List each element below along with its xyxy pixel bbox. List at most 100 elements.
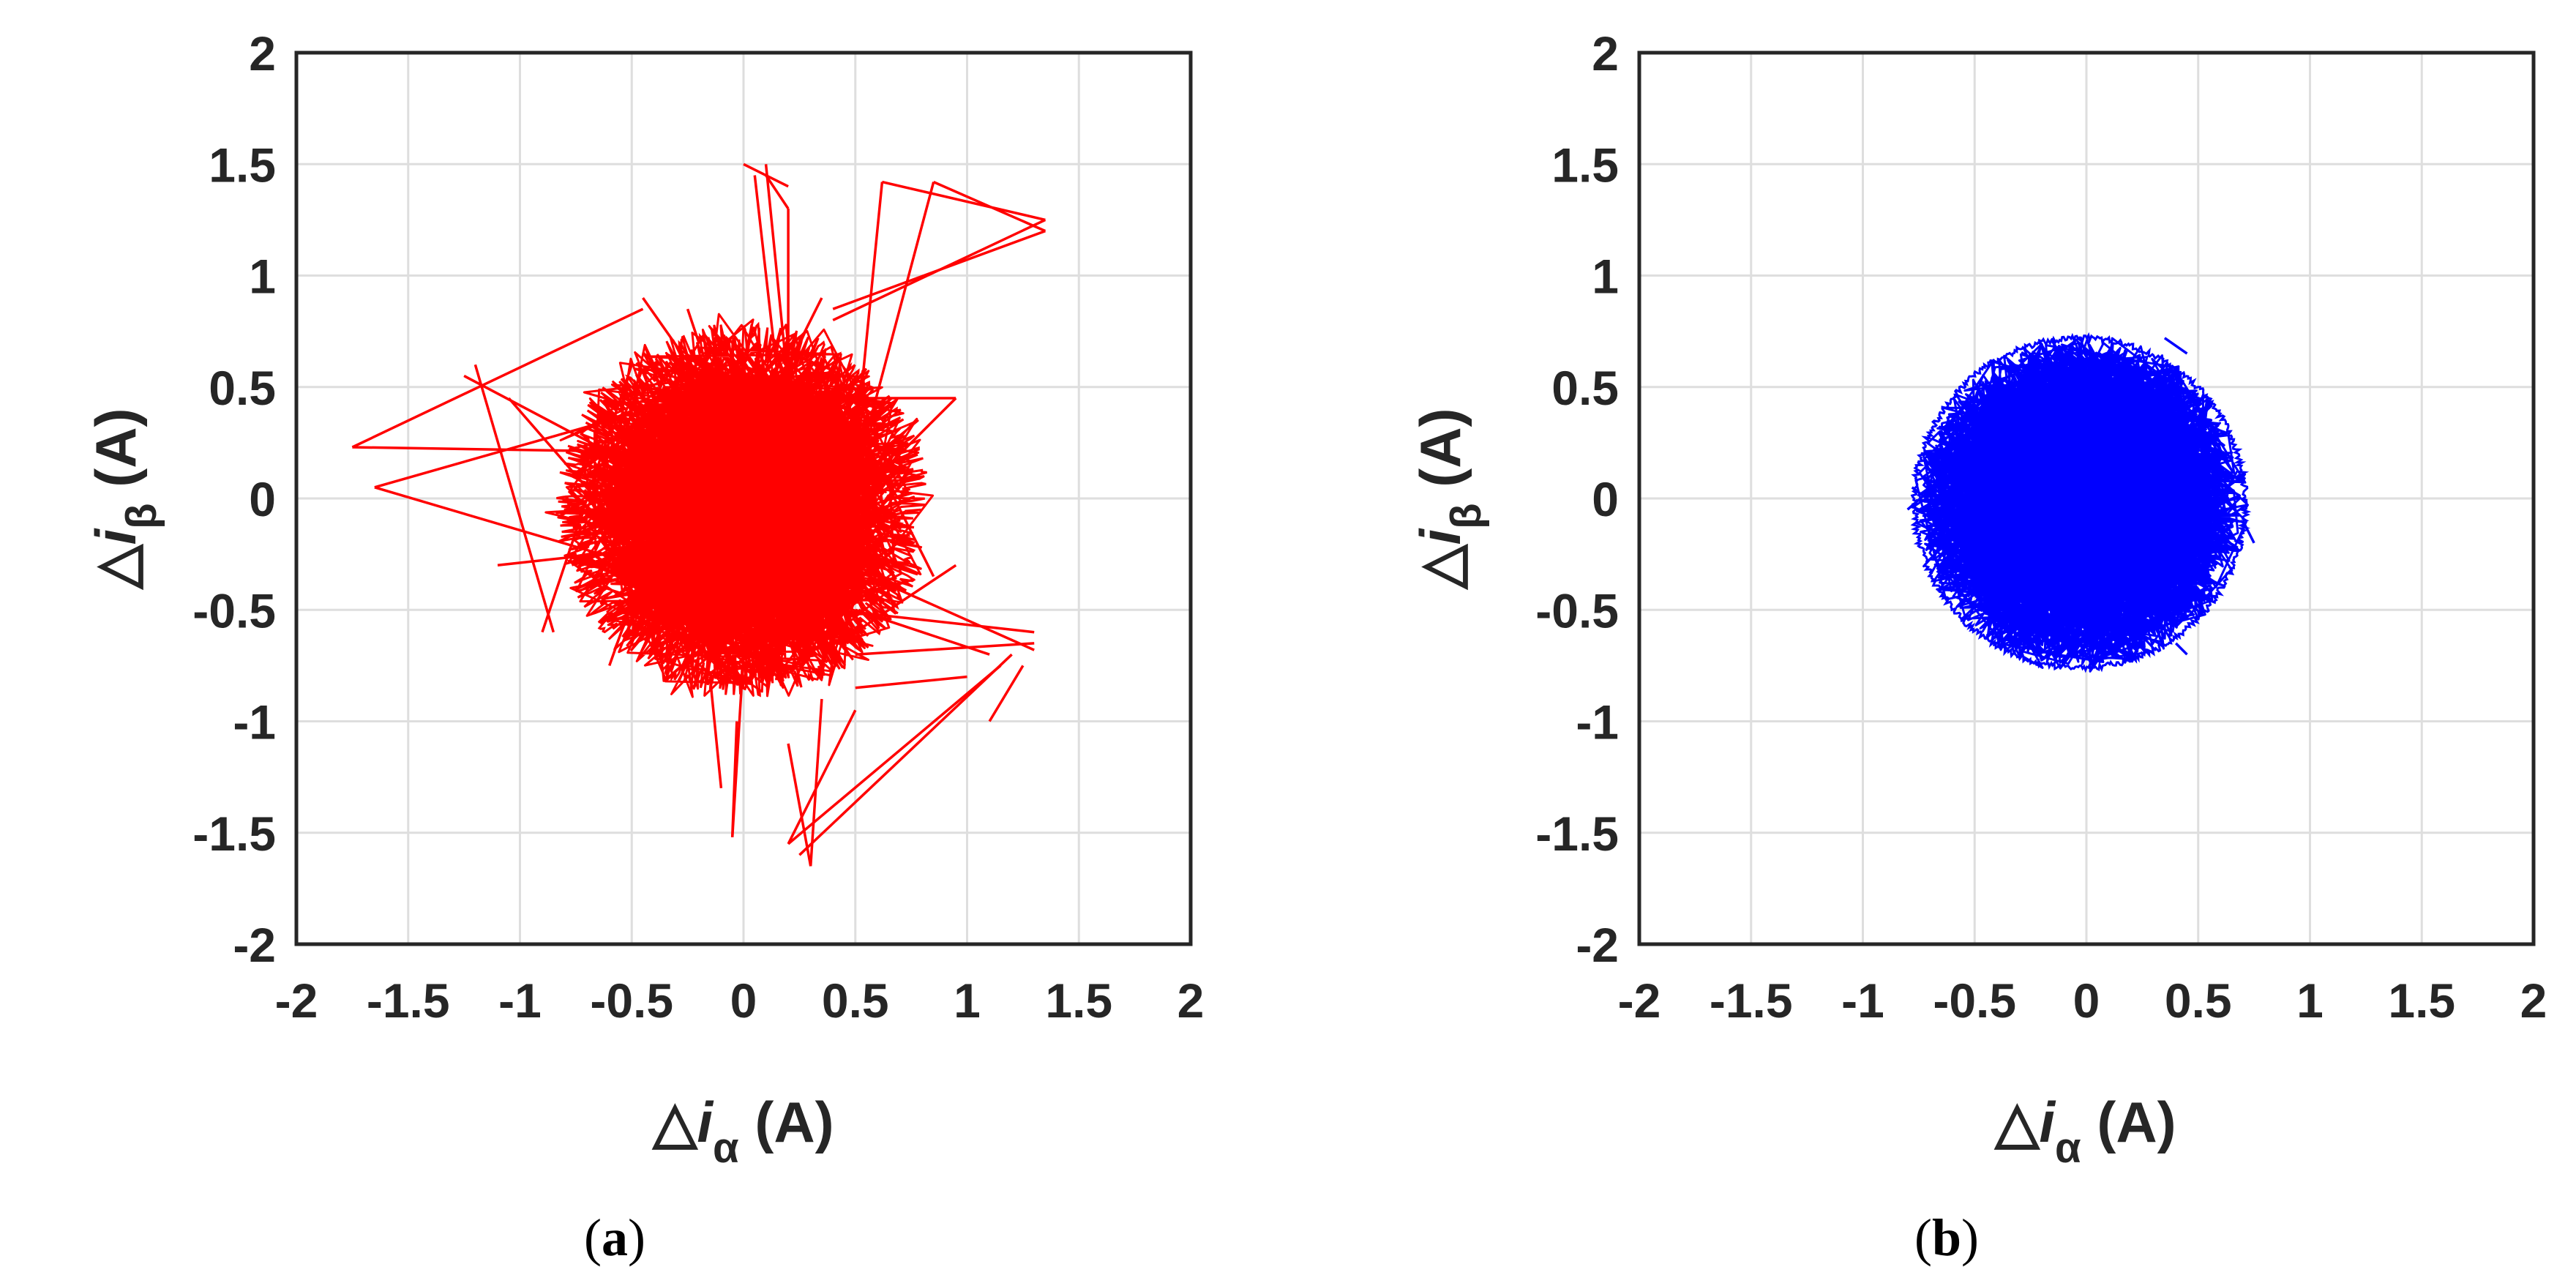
x-tick-label: 2 — [1177, 973, 1205, 1028]
panel-caption: (b) — [1914, 1208, 1979, 1267]
x-tick-label: 1.5 — [2388, 973, 2455, 1028]
x-tick-label: 0.5 — [822, 973, 889, 1028]
trajectory-segment-17 — [832, 229, 1046, 310]
trajectory-segment-1 — [351, 307, 644, 449]
chart-panel-a: -2 -1.5 -1 -0.5 0 0.5 1 1.5 2 2 1.5 1 0.5 0 -0.5 -1 -1.… — [83, 26, 1204, 1267]
x-tick-label: -2 — [1618, 973, 1661, 1028]
y-tick-label: -1 — [1576, 695, 1619, 749]
trajectory-segment-9 — [642, 296, 722, 411]
x-tick-label: 1.5 — [1045, 973, 1112, 1028]
plot-frame — [294, 51, 1193, 946]
x-axis-label-symbol: △ — [651, 1090, 698, 1154]
x-axis-label-symbol: △ — [1993, 1090, 2040, 1154]
y-tick-label: 2 — [1592, 26, 1619, 81]
trajectory-segment-8 — [497, 542, 700, 567]
trajectory-segment-3 — [2242, 520, 2255, 544]
y-axis-label-unit: (A) — [1408, 408, 1472, 487]
x-axis-label: △iα (A) — [651, 1090, 834, 1172]
trajectory-segment-0 — [1911, 486, 1942, 511]
x-tick-label: 1 — [954, 973, 981, 1028]
trajectory-core — [1912, 336, 2249, 673]
y-axis-label-symbol: △ — [83, 544, 148, 591]
x-tick-label: -0.5 — [590, 973, 673, 1028]
x-tick-label: 0.5 — [2165, 973, 2232, 1028]
trajectory-segment-14 — [764, 164, 790, 387]
y-tick-label: 0.5 — [209, 361, 276, 415]
x-tick-label: 1 — [2296, 973, 2324, 1028]
trajectory-segment-29 — [854, 564, 957, 634]
y-tick-label: -1.5 — [192, 807, 276, 861]
panel-caption-letter: a — [602, 1208, 628, 1267]
y-tick-label: -1 — [233, 695, 276, 749]
y-axis-label-unit: (A) — [83, 408, 148, 487]
trajectory-segment-3 — [374, 486, 677, 578]
y-tick-labels: 2 1.5 1 0.5 0 -0.5 -1 -1.5 -2 — [192, 26, 276, 972]
trajectory-segment-26 — [843, 564, 1035, 651]
x-axis-label-unit: (A) — [755, 1090, 834, 1154]
trajectory-segment-40 — [686, 308, 700, 343]
trajectory-segment-19 — [842, 182, 884, 566]
trajectory-segment-12 — [753, 175, 785, 432]
data-traces — [1906, 332, 2255, 673]
trajectory-segment-32 — [787, 665, 1002, 845]
trajectory-segment-10 — [608, 475, 678, 666]
trajectory-segment-18 — [882, 180, 1046, 222]
panel-caption: (a) — [584, 1208, 645, 1267]
trajectory-segment-0 — [352, 446, 766, 455]
x-tick-label: -1 — [498, 973, 542, 1028]
trajectory-segment-31 — [988, 665, 1025, 722]
x-tick-label: -0.5 — [1933, 973, 2016, 1028]
y-tick-label: 2 — [249, 26, 276, 81]
trajectory-segment-21 — [854, 182, 935, 476]
x-axis-label-sub: α — [713, 1124, 739, 1172]
x-axis-label-var: i — [697, 1090, 714, 1154]
y-axis-label-var: i — [1408, 528, 1472, 545]
trajectory-segment-41 — [787, 297, 823, 366]
trajectory-segment-4 — [2174, 642, 2188, 656]
y-tick-label: 0 — [1592, 472, 1619, 526]
trajectory-segment-13 — [765, 174, 790, 210]
trajectory-segment-20 — [932, 180, 1046, 233]
plot-frame — [1637, 51, 2536, 946]
chart-panel-b: -2 -1.5 -1 -0.5 0 0.5 1 1.5 2 2 1.5 1 0.5 0 -0.5 -1 -1.… — [1408, 26, 2547, 1267]
y-tick-label: -0.5 — [1535, 583, 1619, 638]
trajectory-segment-24 — [820, 353, 935, 577]
y-tick-label: 0 — [249, 472, 276, 526]
x-tick-labels: -2 -1.5 -1 -0.5 0 0.5 1 1.5 2 — [1618, 973, 2547, 1028]
trajectory-core — [544, 313, 935, 698]
y-tick-label: 1.5 — [209, 138, 276, 192]
y-tick-labels: 2 1.5 1 0.5 0 -0.5 -1 -1.5 -2 — [1535, 26, 1619, 972]
trajectory-segment-36 — [787, 743, 812, 867]
trajectory-segment-4 — [473, 364, 555, 633]
y-tick-label: 0.5 — [1551, 361, 1619, 415]
trajectory-segment-34 — [787, 709, 857, 845]
trajectory-segment-39 — [708, 676, 723, 788]
trajectory-segment-28 — [855, 675, 967, 689]
x-axis-label-var: i — [2039, 1090, 2056, 1154]
trajectory-segment-2 — [2163, 337, 2188, 355]
y-axis-label-sub: β — [1442, 503, 1490, 528]
y-axis-label-symbol: △ — [1408, 544, 1472, 591]
y-tick-label: 1 — [249, 250, 276, 304]
data-traces — [351, 162, 1046, 867]
y-tick-label: -2 — [1576, 918, 1619, 972]
x-tick-label: 2 — [2520, 973, 2547, 1028]
trajectory-core-edge — [555, 321, 927, 698]
y-axis-label: △iβ (A) — [1408, 408, 1490, 590]
trajectory-segment-33 — [798, 653, 1013, 856]
trajectory-segment-5 — [463, 374, 655, 478]
trajectory-segment-30 — [855, 642, 1035, 656]
trajectory-segment-7 — [541, 364, 633, 633]
x-tick-label: 0 — [730, 973, 757, 1028]
y-tick-label: -0.5 — [192, 583, 276, 638]
y-tick-label: -2 — [233, 918, 276, 972]
x-tick-label: -1 — [1841, 973, 1884, 1028]
x-tick-labels: -2 -1.5 -1 -0.5 0 0.5 1 1.5 2 — [275, 973, 1205, 1028]
y-tick-label: 1.5 — [1551, 138, 1619, 192]
x-tick-label: -1.5 — [1710, 973, 1793, 1028]
x-axis-label-sub: α — [2055, 1124, 2081, 1172]
y-axis-label: △iβ (A) — [83, 408, 165, 590]
y-axis-label-var: i — [83, 528, 148, 545]
trajectory-segment-23 — [809, 397, 957, 545]
